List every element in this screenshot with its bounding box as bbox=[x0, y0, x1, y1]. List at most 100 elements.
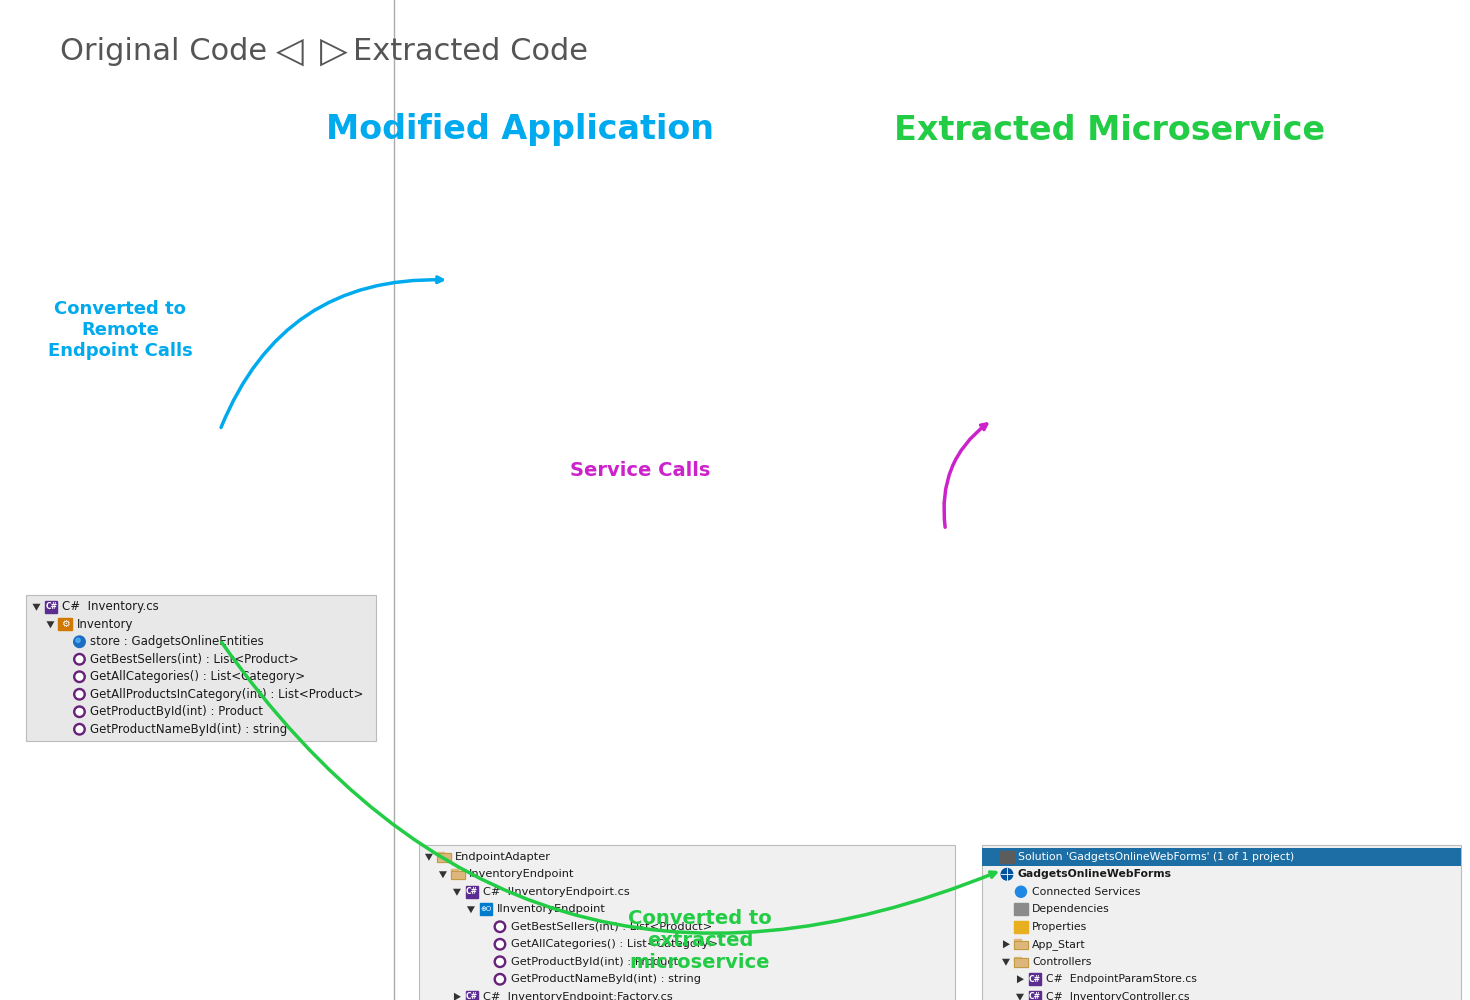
Circle shape bbox=[1001, 868, 1013, 880]
Circle shape bbox=[497, 976, 503, 983]
Text: C#: C# bbox=[1029, 975, 1041, 984]
Text: C#  EndpointParamStore.cs: C# EndpointParamStore.cs bbox=[1047, 974, 1197, 984]
Text: ⚙: ⚙ bbox=[62, 619, 71, 629]
Circle shape bbox=[494, 956, 506, 968]
Text: C#: C# bbox=[46, 602, 57, 611]
Bar bbox=[419, 845, 956, 1000]
Text: Original Code: Original Code bbox=[60, 37, 268, 66]
Text: Dependencies: Dependencies bbox=[1032, 904, 1110, 914]
Bar bbox=[466, 886, 478, 898]
Bar bbox=[1014, 957, 1022, 960]
Polygon shape bbox=[1003, 959, 1010, 966]
Bar bbox=[1000, 851, 1014, 863]
Polygon shape bbox=[467, 906, 475, 913]
Text: ⊕O: ⊕O bbox=[481, 906, 491, 912]
Circle shape bbox=[74, 636, 85, 648]
Polygon shape bbox=[47, 621, 54, 628]
Circle shape bbox=[497, 923, 503, 930]
Bar bbox=[437, 852, 444, 855]
Polygon shape bbox=[1016, 994, 1025, 1000]
Text: Inventory: Inventory bbox=[76, 618, 132, 631]
Bar bbox=[1014, 939, 1022, 942]
Circle shape bbox=[74, 706, 85, 718]
Text: GetAllCategories() : List<Category>: GetAllCategories() : List<Category> bbox=[91, 670, 306, 683]
Circle shape bbox=[76, 673, 82, 680]
Bar bbox=[982, 845, 1461, 1000]
Text: C#: C# bbox=[466, 887, 478, 896]
Circle shape bbox=[494, 938, 506, 950]
Text: Service Calls: Service Calls bbox=[570, 460, 710, 480]
Bar bbox=[1014, 903, 1028, 915]
Bar bbox=[437, 853, 451, 862]
Circle shape bbox=[494, 973, 506, 985]
Text: InventoryEndpoint: InventoryEndpoint bbox=[469, 869, 575, 879]
Text: Modified Application: Modified Application bbox=[326, 113, 714, 146]
Bar bbox=[1014, 958, 1028, 967]
Bar bbox=[1029, 973, 1041, 985]
Polygon shape bbox=[453, 889, 462, 896]
Circle shape bbox=[1016, 886, 1026, 897]
Bar bbox=[46, 601, 57, 613]
Bar bbox=[479, 903, 492, 915]
Polygon shape bbox=[32, 604, 41, 611]
Text: ▷: ▷ bbox=[320, 35, 348, 69]
Text: Converted to
Remote
Endpoint Calls: Converted to Remote Endpoint Calls bbox=[47, 300, 193, 360]
Bar bbox=[451, 871, 465, 879]
Text: Properties: Properties bbox=[1032, 922, 1088, 932]
Polygon shape bbox=[440, 871, 447, 878]
Text: Connected Services: Connected Services bbox=[1032, 887, 1141, 897]
Circle shape bbox=[74, 688, 85, 700]
Text: EndpointAdapter: EndpointAdapter bbox=[454, 852, 551, 862]
Polygon shape bbox=[988, 871, 997, 878]
Circle shape bbox=[76, 638, 81, 642]
Bar bbox=[466, 991, 478, 1000]
Polygon shape bbox=[1003, 940, 1010, 948]
Text: C#  InventoryEndpoint:Factory.cs: C# InventoryEndpoint:Factory.cs bbox=[484, 992, 673, 1000]
Text: GetAllProductsInCategory(int) : List<Product>: GetAllProductsInCategory(int) : List<Pro… bbox=[91, 688, 365, 701]
Text: C#  IInventoryEndpoirt.cs: C# IInventoryEndpoirt.cs bbox=[484, 887, 629, 897]
Bar bbox=[1014, 921, 1028, 933]
Text: Extracted Microservice: Extracted Microservice bbox=[894, 113, 1326, 146]
Text: Converted to
extracted
microservice: Converted to extracted microservice bbox=[628, 908, 772, 972]
Polygon shape bbox=[1017, 975, 1025, 983]
Text: Solution 'GadgetsOnlineWebForms' (1 of 1 project): Solution 'GadgetsOnlineWebForms' (1 of 1… bbox=[1017, 852, 1294, 862]
Circle shape bbox=[494, 921, 506, 933]
Bar bbox=[437, 853, 451, 862]
Bar bbox=[59, 618, 72, 630]
Circle shape bbox=[76, 708, 82, 715]
Bar bbox=[1014, 941, 1028, 949]
Text: GadgetsOnlineWebForms: GadgetsOnlineWebForms bbox=[1017, 869, 1172, 879]
Bar bbox=[1029, 991, 1041, 1000]
Text: GetAllCategories() : List<Category>: GetAllCategories() : List<Category> bbox=[512, 939, 717, 949]
Circle shape bbox=[76, 656, 82, 663]
Text: C#: C# bbox=[466, 992, 478, 1000]
Text: IInventoryEndpoint: IInventoryEndpoint bbox=[497, 904, 606, 914]
Circle shape bbox=[497, 941, 503, 948]
Text: Controllers: Controllers bbox=[1032, 957, 1091, 967]
Bar bbox=[26, 595, 376, 741]
Text: GetProductById(int) : Product: GetProductById(int) : Product bbox=[512, 957, 678, 967]
Text: store : GadgetsOnlineEntities: store : GadgetsOnlineEntities bbox=[91, 635, 265, 648]
Bar bbox=[1014, 941, 1028, 949]
Circle shape bbox=[74, 671, 85, 683]
Text: GetProductById(int) : Product: GetProductById(int) : Product bbox=[91, 705, 263, 718]
Bar bbox=[451, 871, 465, 879]
Circle shape bbox=[76, 726, 82, 733]
Text: GetProductNameById(int) : string: GetProductNameById(int) : string bbox=[512, 974, 701, 984]
Polygon shape bbox=[454, 993, 462, 1000]
Text: ◁: ◁ bbox=[276, 35, 304, 69]
Text: GetBestSellers(int) : List<Product>: GetBestSellers(int) : List<Product> bbox=[512, 922, 711, 932]
Text: Extracted Code: Extracted Code bbox=[353, 37, 588, 66]
Circle shape bbox=[76, 691, 82, 698]
Text: C#  InventoryController.cs: C# InventoryController.cs bbox=[1047, 992, 1189, 1000]
Bar bbox=[451, 869, 459, 872]
Text: App_Start: App_Start bbox=[1032, 939, 1085, 950]
Text: C#  Inventory.cs: C# Inventory.cs bbox=[62, 600, 159, 613]
Text: C#: C# bbox=[1029, 992, 1041, 1000]
Circle shape bbox=[497, 958, 503, 965]
Text: GetBestSellers(int) : List<Product>: GetBestSellers(int) : List<Product> bbox=[91, 653, 300, 666]
Polygon shape bbox=[425, 854, 434, 861]
Text: GetProductNameById(int) : string: GetProductNameById(int) : string bbox=[91, 723, 288, 736]
Bar bbox=[982, 848, 1461, 865]
Bar bbox=[1014, 958, 1028, 967]
